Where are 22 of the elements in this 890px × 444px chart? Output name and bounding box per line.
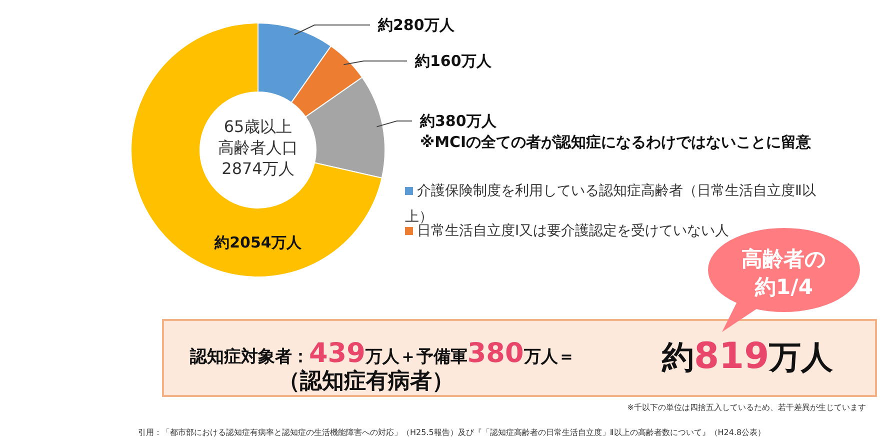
text: 万人＝ (522, 347, 575, 367)
text: 約1/4 (754, 275, 813, 299)
text: 380 (467, 338, 524, 369)
text: 65歳以上 (224, 117, 292, 136)
text: 439 (309, 338, 366, 369)
text: 高齢者人口 (218, 138, 298, 157)
text: 2874万人 (222, 159, 294, 178)
text: 認知症対象者： (189, 347, 309, 367)
data-label: 約2054万人 (214, 234, 302, 252)
data-label: 約160万人 (414, 52, 492, 70)
text: 引用：「都市部における認知症有病率と認知症の生活機能障害への対応」（H25.5報告）及び『「認知症高齢者の日常生活自立度」Ⅱ以上の高齢者数について』（H24.8公表） (138, 428, 766, 437)
data-label: 約380万人 (419, 112, 498, 130)
text: ※MCIの全ての者が認知症になるわけではないことに留意 (420, 133, 812, 151)
text: 万人＋予備軍 (364, 347, 468, 367)
text: 約 (661, 338, 694, 376)
data-label: 約280万人 (377, 16, 456, 34)
text: 819 (694, 336, 770, 377)
text: ※千以下の単位は四捨五入しているため、若干差異が生じています (627, 403, 866, 412)
legend-label: 日常生活自立度Ⅰ又は要介護認定を受けていない人 (416, 223, 730, 241)
text: 高齢者の (742, 247, 826, 271)
text: （認知症有病者） (278, 369, 454, 394)
text: 万人 (768, 338, 834, 376)
